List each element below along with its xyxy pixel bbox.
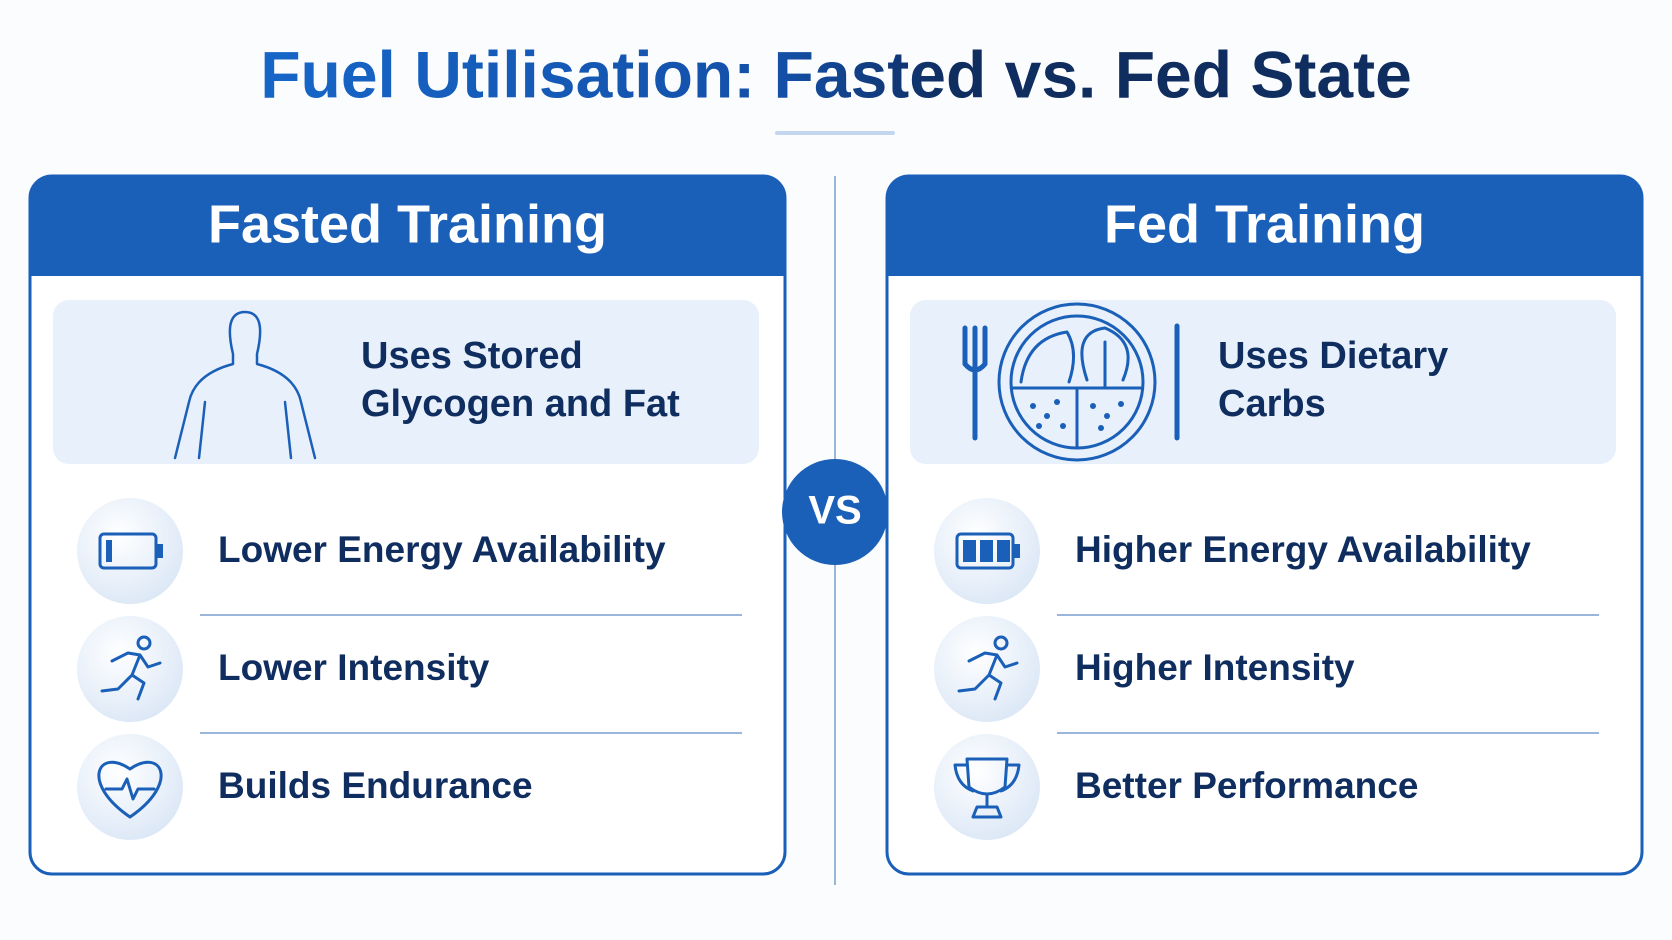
icon-shape	[104, 777, 156, 801]
vs-badge	[782, 459, 888, 565]
icon-shape	[98, 532, 158, 570]
icon-shape	[993, 635, 1009, 651]
item-text: Better Performance	[1075, 765, 1418, 806]
panel-header: Fasted Training	[208, 194, 607, 254]
page-title: Fuel Utilisation: Fasted vs. Fed State	[260, 37, 1412, 111]
icon-shape	[1036, 423, 1042, 429]
item-text: Lower Energy Availability	[218, 529, 666, 570]
icon-shape	[136, 635, 152, 651]
icon-shape	[1098, 425, 1104, 431]
item-icon-bg	[77, 498, 183, 604]
icon-shape	[1011, 326, 1143, 448]
icon-shape	[1054, 399, 1060, 405]
icon-shape	[157, 544, 163, 558]
summary-text: Uses Dietary	[1218, 335, 1448, 377]
panel: Fed Training Uses Dietary Carbs Higher Ener…	[885, 174, 1644, 876]
icon-shape	[1030, 403, 1036, 409]
item-text: Higher Intensity	[1075, 647, 1355, 688]
icon-shape	[1060, 423, 1066, 429]
item-icon-bg	[934, 734, 1040, 840]
panel-header: Fed Training	[1104, 194, 1425, 254]
vs-label: VS	[808, 489, 861, 533]
icon-shape	[997, 302, 1157, 462]
icon-shape	[1044, 413, 1050, 419]
icon-shape	[1014, 544, 1020, 558]
icon-shape	[1009, 314, 1145, 450]
summary-box	[910, 300, 1616, 464]
item-text: Higher Energy Availability	[1075, 529, 1531, 570]
panel: Fasted Training Uses Stored Glycogen and F…	[28, 174, 787, 876]
summary-text: Uses Stored	[361, 335, 583, 377]
icon-shape	[106, 540, 112, 562]
summary-text: Glycogen and Fat	[361, 383, 680, 425]
icon-shape	[953, 757, 1021, 819]
item-icon-bg	[934, 616, 1040, 722]
icon-shape	[1090, 403, 1096, 409]
summary-text: Carbs	[1218, 383, 1326, 425]
icon-shape	[1104, 413, 1110, 419]
icon-shape	[980, 540, 993, 562]
icon-shape	[100, 651, 162, 701]
panel-header-bg	[30, 176, 785, 276]
item-icon-bg	[77, 616, 183, 722]
icon-shape	[963, 540, 976, 562]
panel-header-bg	[887, 176, 1642, 276]
title-underline	[775, 131, 895, 135]
icon-shape	[173, 310, 317, 460]
icon-shape	[957, 651, 1019, 701]
icon-shape	[997, 540, 1010, 562]
summary-box	[53, 300, 759, 464]
icon-shape	[1118, 401, 1124, 407]
item-text: Builds Endurance	[218, 765, 533, 806]
icon-shape	[955, 532, 1015, 570]
icon-shape	[962, 323, 1180, 441]
icon-shape	[97, 760, 163, 819]
item-text: Lower Intensity	[218, 647, 490, 688]
